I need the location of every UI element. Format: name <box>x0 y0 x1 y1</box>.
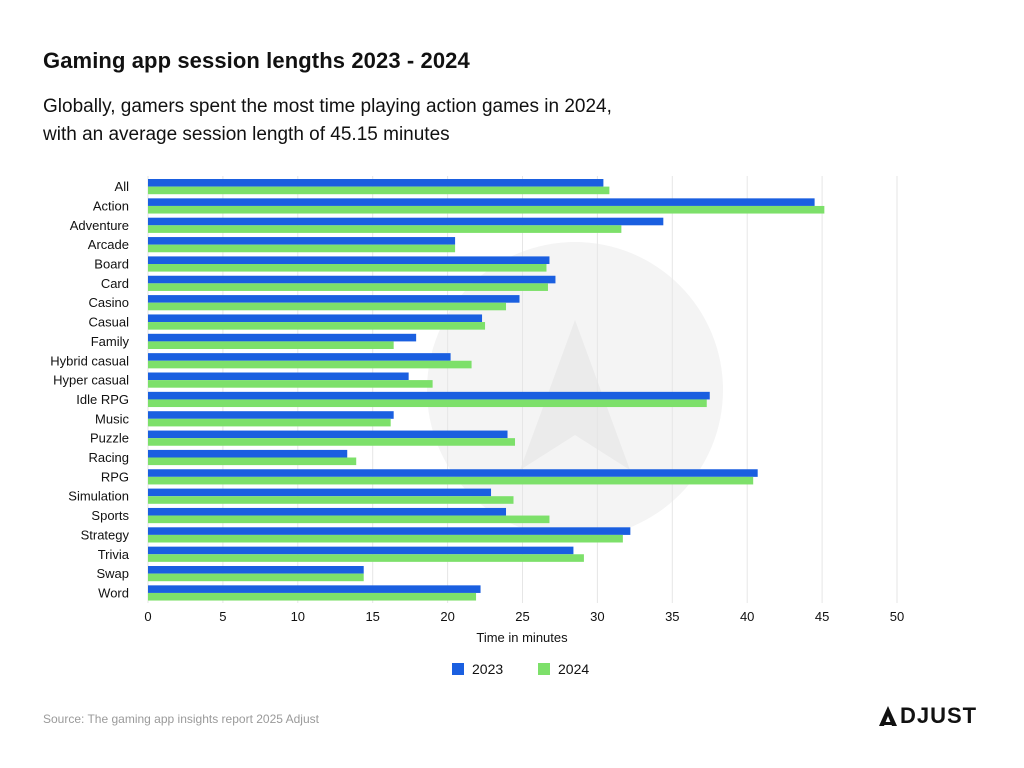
bar-2023 <box>148 585 481 593</box>
bar-2023 <box>148 488 492 497</box>
category-label: Hyper casual <box>53 373 129 388</box>
bar-2023 <box>148 566 364 574</box>
x-tick-label: 50 <box>890 609 904 624</box>
bar-2024 <box>148 399 707 408</box>
bar-2024 <box>148 186 610 195</box>
bar-2023 <box>148 179 604 187</box>
x-tick-label: 40 <box>740 609 754 624</box>
category-label: Action <box>93 198 129 213</box>
category-label: Casino <box>89 295 129 310</box>
x-tick-label: 25 <box>515 609 529 624</box>
bar-2023 <box>148 198 815 206</box>
x-tick-labels: 0 5 10 15 20 25 30 35 40 45 50 <box>144 609 904 624</box>
x-tick-label: 30 <box>590 609 604 624</box>
x-tick-label: 0 <box>144 609 151 624</box>
bar-2023 <box>148 372 409 381</box>
category-label: Idle RPG <box>76 392 129 407</box>
bar-2023 <box>148 314 483 323</box>
category-label: Puzzle <box>90 431 129 446</box>
category-label: All <box>115 179 130 194</box>
adjust-a-mark-icon <box>879 706 897 726</box>
bar-2024 <box>148 302 507 311</box>
bar-2024 <box>148 244 456 253</box>
legend: 2023 2024 <box>452 661 589 677</box>
category-label: Simulation <box>68 489 129 504</box>
bar-2024 <box>148 360 472 369</box>
category-label: Adventure <box>70 218 129 233</box>
bar-2023 <box>148 527 631 535</box>
bar-2024 <box>148 380 433 388</box>
category-label: Family <box>91 334 130 349</box>
bar-2024 <box>148 476 754 485</box>
bar-2023 <box>148 430 508 439</box>
bar-2023 <box>148 449 348 458</box>
category-label: Racing <box>89 450 129 465</box>
bar-2024 <box>148 225 622 233</box>
category-label: Swap <box>96 566 129 581</box>
bar-2024 <box>148 515 550 524</box>
category-label: RPG <box>101 469 129 484</box>
bar-2024 <box>148 573 364 582</box>
x-tick-label: 5 <box>219 609 226 624</box>
x-tick-label: 45 <box>815 609 829 624</box>
bar-2023 <box>148 237 456 245</box>
category-label: Casual <box>89 315 130 330</box>
bar-2024 <box>148 341 394 349</box>
legend-swatch-2024 <box>538 663 550 675</box>
category-label: Strategy <box>81 527 130 542</box>
category-labels: All Action Adventure Arcade Board Card Casino C… <box>50 179 130 600</box>
bar-2023 <box>148 217 664 226</box>
bar-2023 <box>148 546 574 555</box>
bar-2023 <box>148 391 710 400</box>
logo-wordmark: DJUST <box>900 703 978 728</box>
x-tick-label: 15 <box>365 609 379 624</box>
bar-2024 <box>148 283 548 291</box>
category-label: Word <box>98 585 129 600</box>
bar-2023 <box>148 295 520 303</box>
legend-label-2024: 2024 <box>558 661 589 677</box>
subtitle-line-2: with an average session length of 45.15 … <box>43 124 450 145</box>
chart-subtitle: Globally, gamers spent the most time pla… <box>43 93 743 149</box>
source-note: Source: The gaming app insights report 2… <box>43 712 319 726</box>
category-label: Arcade <box>88 237 129 252</box>
bar-2024 <box>148 418 391 427</box>
bar-2023 <box>148 333 417 342</box>
subtitle-line-1: Globally, gamers spent the most time pla… <box>43 96 612 117</box>
bar-2023 <box>148 469 758 477</box>
bar-2024 <box>148 264 547 272</box>
category-label: Trivia <box>98 547 130 562</box>
x-tick-label: 20 <box>440 609 454 624</box>
legend-label-2023: 2023 <box>472 661 503 677</box>
bar-2023 <box>148 353 451 361</box>
bars <box>148 179 825 601</box>
category-label: Sports <box>91 508 129 523</box>
bar-2024 <box>148 534 623 543</box>
bar-2024 <box>148 205 825 214</box>
bar-2023 <box>148 256 550 264</box>
category-label: Hybrid casual <box>50 353 129 368</box>
x-tick-label: 10 <box>291 609 305 624</box>
bar-2024 <box>148 592 477 601</box>
bar-2023 <box>148 411 394 419</box>
bar-2024 <box>148 554 584 562</box>
category-label: Card <box>101 276 129 291</box>
category-label: Music <box>95 411 129 426</box>
x-axis-title: Time in minutes <box>476 630 568 645</box>
bar-2024 <box>148 496 514 504</box>
category-label: Board <box>94 257 129 272</box>
x-tick-label: 35 <box>665 609 679 624</box>
bar-2024 <box>148 322 486 330</box>
chart-title: Gaming app session lengths 2023 - 2024 <box>43 48 470 73</box>
legend-swatch-2023 <box>452 663 464 675</box>
bar-chart: All Action Adventure Arcade Board Card Casino C… <box>50 176 904 677</box>
adjust-logo: DJUST <box>878 702 977 730</box>
bar-2024 <box>148 457 357 466</box>
bar-2024 <box>148 438 516 446</box>
bar-2023 <box>148 275 556 284</box>
bar-2023 <box>148 507 507 516</box>
